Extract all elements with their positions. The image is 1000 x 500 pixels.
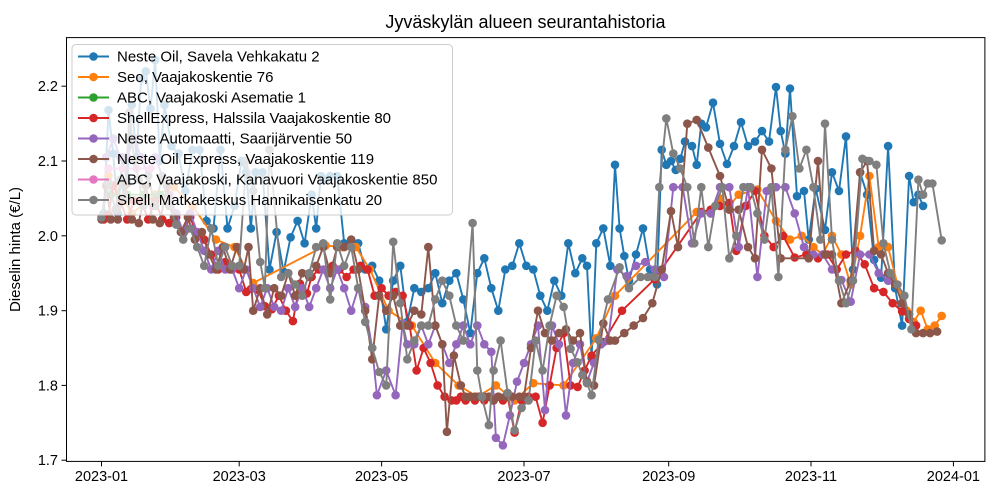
svg-text:1.8: 1.8	[38, 378, 58, 394]
svg-text:ABC, Vaajakoski Asematie 1: ABC, Vaajakoski Asematie 1	[117, 90, 306, 107]
svg-text:Shell, Matkakeskus Hannikaisen: Shell, Matkakeskus Hannikaisenkatu 20	[117, 192, 382, 209]
svg-text:Seo, Vaajakoskentie 76: Seo, Vaajakoskentie 76	[117, 69, 274, 86]
svg-text:2023-03: 2023-03	[213, 469, 266, 485]
svg-text:2.0: 2.0	[38, 229, 58, 245]
svg-text:Neste Oil Express, Vaajakosken: Neste Oil Express, Vaajakoskentie 119	[117, 151, 374, 168]
svg-text:2.2: 2.2	[38, 79, 58, 95]
svg-text:1.7: 1.7	[38, 453, 58, 469]
svg-text:Neste Automaatti, Saarijärvent: Neste Automaatti, Saarijärventie 50	[117, 131, 352, 148]
svg-text:1.9: 1.9	[38, 304, 58, 320]
svg-text:ABC, Vaajakoski, Kanavuori Vaa: ABC, Vaajakoski, Kanavuori Vaajakoskenti…	[117, 172, 437, 189]
svg-text:Dieselin hinta (€/L): Dieselin hinta (€/L)	[7, 187, 24, 312]
svg-text:2.1: 2.1	[38, 154, 58, 170]
svg-text:2023-05: 2023-05	[355, 469, 408, 485]
svg-text:Neste Oil, Savela Vehkakatu 2: Neste Oil, Savela Vehkakatu 2	[117, 49, 320, 66]
svg-text:2023-07: 2023-07	[497, 469, 550, 485]
svg-text:2023-01: 2023-01	[75, 469, 128, 485]
svg-text:2024-01: 2024-01	[927, 469, 980, 485]
svg-text:Jyväskylän alueen seurantahist: Jyväskylän alueen seurantahistoria	[385, 12, 666, 32]
svg-text:2023-11: 2023-11	[785, 469, 837, 485]
svg-text:ShellExpress, Halssila Vaajako: ShellExpress, Halssila Vaajakoskentie 80	[117, 110, 391, 127]
svg-text:2023-09: 2023-09	[642, 469, 695, 485]
